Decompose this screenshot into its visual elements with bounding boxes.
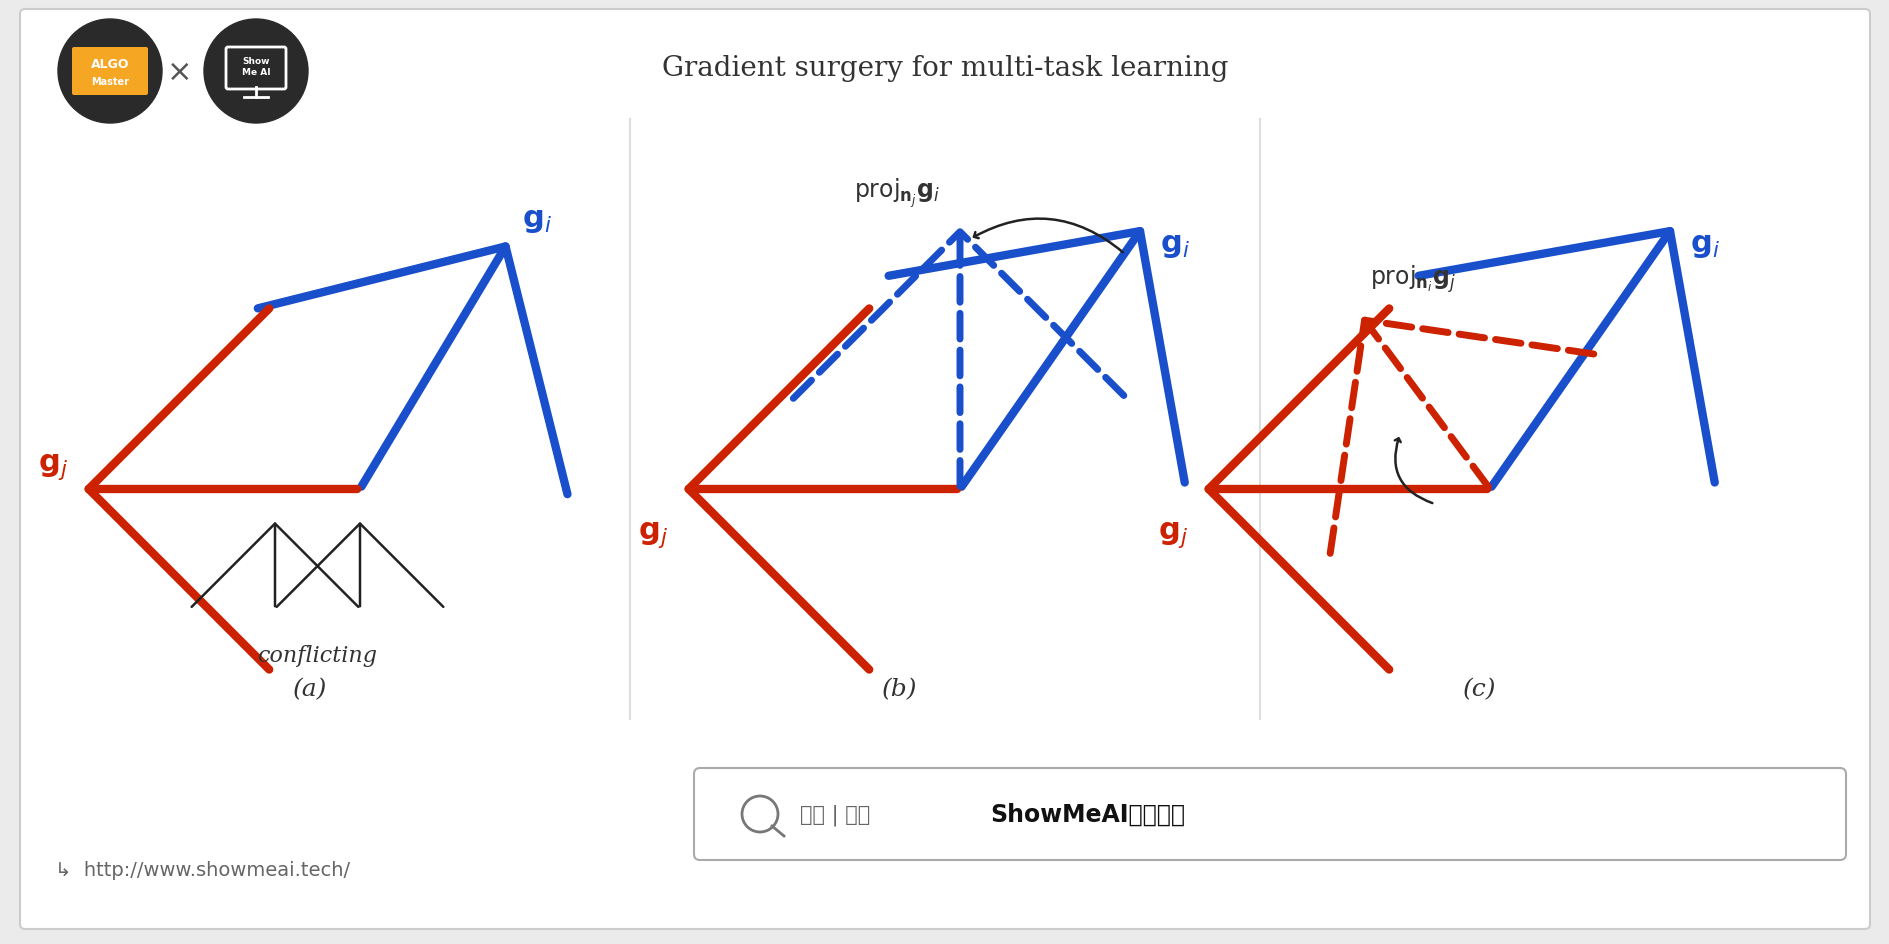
Text: $\mathbf{g}_i$: $\mathbf{g}_i$	[521, 206, 552, 235]
Text: Master: Master	[91, 76, 128, 87]
Text: $\mathbf{g}_j$: $\mathbf{g}_j$	[1158, 519, 1188, 549]
FancyBboxPatch shape	[693, 768, 1846, 860]
Text: (b): (b)	[882, 678, 918, 700]
FancyBboxPatch shape	[21, 10, 1868, 929]
Text: $\mathbf{g}_i$: $\mathbf{g}_i$	[1689, 230, 1719, 260]
Text: ↳  http://www.showmeai.tech/: ↳ http://www.showmeai.tech/	[55, 860, 349, 879]
Text: $\mathrm{proj}_{\mathbf{n}_j}\mathbf{g}_i$: $\mathrm{proj}_{\mathbf{n}_j}\mathbf{g}_…	[854, 177, 939, 210]
Text: Gradient surgery for multi-task learning: Gradient surgery for multi-task learning	[661, 55, 1228, 81]
Text: $\mathbf{g}_i$: $\mathbf{g}_i$	[1160, 230, 1190, 260]
Text: 搜索 | 微信: 搜索 | 微信	[799, 803, 869, 825]
Circle shape	[59, 20, 162, 124]
Circle shape	[204, 20, 308, 124]
Text: (c): (c)	[1462, 678, 1496, 700]
Text: Show
Me AI: Show Me AI	[242, 58, 270, 76]
Text: ALGO: ALGO	[91, 59, 128, 72]
FancyBboxPatch shape	[72, 48, 147, 96]
Text: ShowMeAI研究中心: ShowMeAI研究中心	[990, 802, 1184, 826]
Text: conflicting: conflicting	[257, 645, 378, 666]
Text: ×: ×	[166, 58, 193, 87]
Text: (a): (a)	[293, 678, 327, 700]
Text: $\mathbf{g}_j$: $\mathbf{g}_j$	[638, 519, 667, 549]
Text: $\mathrm{proj}_{\mathbf{n}_i}\mathbf{g}_j$: $\mathrm{proj}_{\mathbf{n}_i}\mathbf{g}_…	[1370, 263, 1455, 295]
Text: $\mathbf{g}_j$: $\mathbf{g}_j$	[38, 451, 68, 481]
